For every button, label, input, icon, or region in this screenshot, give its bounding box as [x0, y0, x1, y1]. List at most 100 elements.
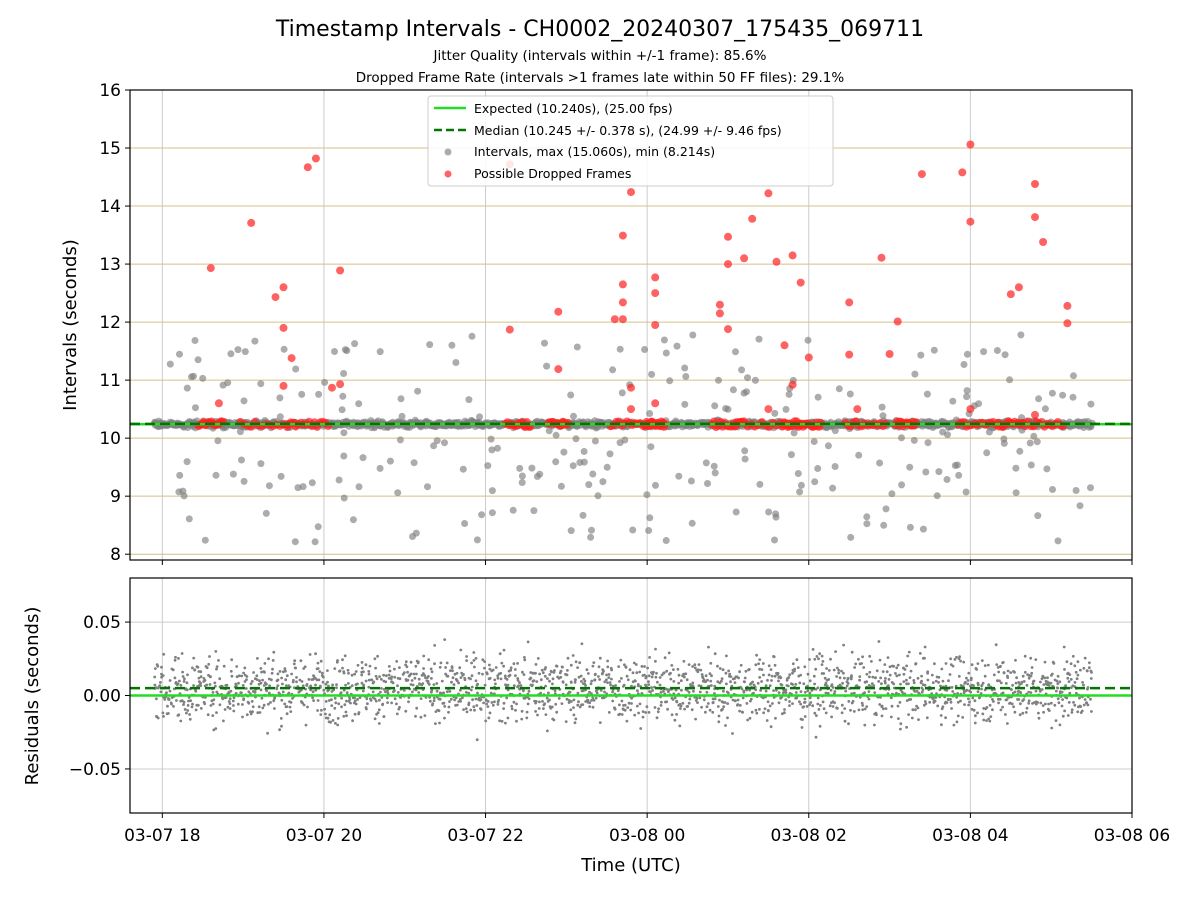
dropped-frame-point [780, 341, 789, 350]
residual-point [241, 684, 245, 687]
residual-point [456, 679, 459, 683]
residual-point [338, 669, 342, 673]
residual-point [608, 681, 612, 684]
residual-point [186, 704, 190, 707]
residual-point [258, 711, 262, 714]
residual-point [439, 661, 443, 665]
interval-point [488, 446, 496, 454]
interval-point [741, 455, 749, 463]
residual-point [199, 707, 203, 710]
residual-point [307, 678, 311, 681]
residual-point [834, 650, 837, 653]
interval-point [414, 387, 422, 395]
residual-point [736, 698, 740, 702]
residual-point [245, 678, 248, 681]
residual-point [570, 700, 573, 703]
residual-point [819, 704, 822, 707]
residual-point [1005, 698, 1009, 701]
residual-point [326, 680, 329, 684]
residual-point [767, 673, 771, 677]
residual-point [710, 684, 713, 687]
residual-point [553, 669, 556, 672]
residual-point [738, 704, 742, 707]
residual-point [920, 690, 924, 694]
interval-point [176, 471, 184, 479]
interval-point [643, 491, 651, 499]
residual-point [905, 725, 908, 729]
residual-point [179, 683, 183, 687]
interval-point [933, 492, 941, 500]
residual-point [822, 707, 826, 711]
residual-point [679, 704, 683, 708]
residual-point [784, 691, 788, 694]
interval-point [681, 364, 689, 372]
interval-point [993, 347, 1001, 354]
residual-point [788, 673, 792, 677]
residual-point [1047, 681, 1050, 685]
dropped-frame-point [966, 217, 975, 226]
top-y-tick-label: 15 [99, 139, 121, 159]
residual-point [241, 715, 244, 719]
residual-point [635, 704, 639, 708]
dropped-frame-point [772, 257, 781, 266]
residual-point [457, 681, 460, 685]
residual-point [665, 700, 669, 704]
residual-point [289, 710, 293, 713]
interval-point [662, 349, 670, 357]
interval-point [573, 343, 581, 351]
residual-point [757, 662, 760, 666]
residual-point [443, 705, 447, 708]
residual-point [788, 704, 791, 707]
residual-point [1029, 656, 1033, 660]
residual-point [1006, 669, 1010, 673]
interval-point [790, 429, 798, 437]
residual-point [627, 701, 631, 705]
residual-point [1022, 680, 1026, 683]
residual-point [516, 679, 520, 682]
residual-point [1086, 703, 1090, 707]
residual-point [827, 678, 831, 681]
residual-point [968, 700, 971, 704]
residual-point [996, 679, 999, 683]
residual-point [887, 678, 891, 681]
residual-point [321, 680, 325, 684]
interval-point [543, 362, 551, 370]
residual-point [402, 671, 406, 674]
residual-point [794, 682, 798, 686]
residual-point [510, 704, 514, 708]
residual-point [573, 680, 577, 684]
residual-point [605, 678, 608, 682]
residual-point [314, 688, 318, 692]
residual-point [956, 714, 960, 718]
interval-point [552, 458, 560, 466]
residual-point [675, 700, 679, 704]
interval-point [755, 335, 763, 343]
residual-point [751, 680, 754, 684]
residual-point [326, 716, 330, 720]
residual-point [374, 699, 378, 703]
interval-point [847, 533, 855, 541]
interval-point [410, 459, 418, 467]
legend-median-label: Median (10.245 +/- 0.378 s), (24.99 +/- … [474, 123, 782, 138]
residual-point [515, 719, 518, 723]
residual-point [903, 668, 907, 671]
x-tick-label: 03-08 06 [1094, 826, 1170, 846]
residual-point [333, 706, 337, 710]
residual-point [758, 667, 761, 671]
residual-point [829, 688, 833, 692]
residual-point [294, 666, 297, 670]
residual-point [1054, 689, 1058, 693]
residual-point [493, 700, 496, 704]
residual-point [306, 705, 309, 709]
residual-point [1085, 669, 1089, 673]
residual-point [302, 703, 306, 707]
interval-point [1030, 432, 1038, 440]
interval-point [359, 454, 367, 462]
interval-point [394, 489, 402, 497]
residual-point [672, 668, 675, 671]
interval-point [424, 483, 431, 491]
residual-point [982, 707, 986, 710]
residual-point [232, 696, 236, 700]
residual-point [840, 711, 844, 715]
